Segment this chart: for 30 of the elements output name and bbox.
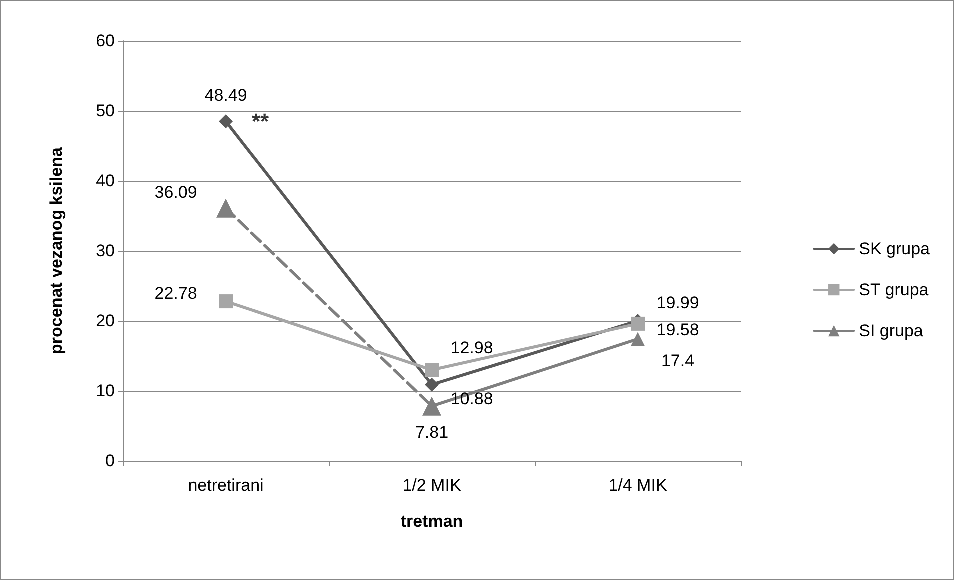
legend-label: SI grupa <box>859 322 924 340</box>
point <box>219 294 233 309</box>
y-tick-label: 60 <box>96 32 115 50</box>
point <box>631 316 645 331</box>
y-tick-label: 20 <box>96 312 115 330</box>
y-tick-label: 10 <box>96 382 115 400</box>
y-tick-label: 50 <box>96 102 115 120</box>
point <box>425 363 439 378</box>
data-label: 7.81 <box>415 422 449 442</box>
data-label: 48.49 <box>204 86 248 106</box>
data-label: 17.4 <box>661 352 695 371</box>
y-axis-title: procenat vezanog ksilena <box>47 147 66 354</box>
point <box>425 378 439 392</box>
x-tick-label: netretirani <box>188 476 264 495</box>
data-label: 19.99 <box>656 294 700 313</box>
y-tick-label: 30 <box>96 242 115 260</box>
x-tick-label: 1/2 MIK <box>402 476 462 495</box>
point <box>219 114 233 129</box>
data-label: 19.58 <box>656 320 700 340</box>
x-tick-label: 1/4 MIK <box>608 476 668 495</box>
data-label: 36.09 <box>154 182 198 202</box>
data-label: 22.78 <box>154 284 198 304</box>
y-tick-label: 40 <box>96 172 115 190</box>
legend-label: ST grupa <box>859 280 930 300</box>
data-label: 12.98 <box>450 338 494 358</box>
data-label: 10.88 <box>450 389 494 408</box>
x-axis-title: tretman <box>400 512 464 531</box>
y-tick-label: 0 <box>106 452 115 470</box>
legend-label: SK grupa <box>859 240 931 258</box>
annotation: ** <box>252 109 270 134</box>
